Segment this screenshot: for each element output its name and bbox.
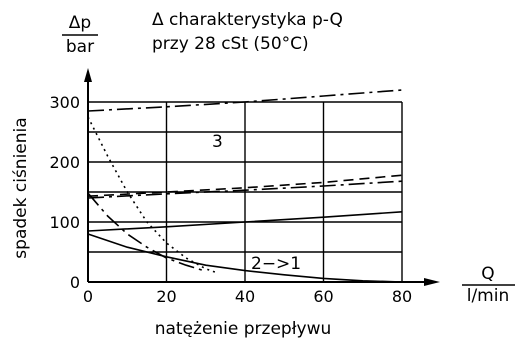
x-tick-label: 60 xyxy=(313,287,333,306)
series-line-5 xyxy=(87,116,218,274)
y-tick-label: 300 xyxy=(49,93,80,112)
series-line-2 xyxy=(87,174,403,197)
y-unit-symbol: Δp xyxy=(69,13,91,33)
annotation-2-1: 2−>1 xyxy=(251,254,301,274)
y-tick-label: 100 xyxy=(49,213,80,232)
series-line-6 xyxy=(87,192,207,272)
x-tick-label: 40 xyxy=(235,287,255,306)
x-axis-label: natężenie przepływu xyxy=(155,319,332,339)
y-axis-arrow xyxy=(84,68,92,82)
x-unit-symbol: Q xyxy=(481,264,494,284)
tick-labels: 0 20 40 60 80 0 100 200 300 xyxy=(49,93,412,306)
x-tick-label: 20 xyxy=(156,287,176,306)
series-line-7 xyxy=(87,233,403,283)
grid xyxy=(87,101,403,283)
y-tick-label: 0 xyxy=(70,273,80,292)
x-tick-label: 80 xyxy=(392,287,412,306)
series-line-3 xyxy=(87,180,403,199)
series-group xyxy=(87,89,403,283)
series-line-4 xyxy=(87,211,403,232)
chart-subtitle: przy 28 cSt (50°C) xyxy=(152,34,309,54)
annotation-3: 3 xyxy=(212,132,223,152)
axes xyxy=(84,68,440,286)
y-axis-label: spadek ciśnienia xyxy=(11,117,31,258)
x-tick-label: 0 xyxy=(83,287,93,306)
x-unit-label: l/min xyxy=(467,286,510,306)
x-axis-arrow xyxy=(424,278,440,286)
y-unit-label: bar xyxy=(66,37,94,57)
chart-title: Δ charakterystyka p-Q xyxy=(152,10,343,30)
series-line-1 xyxy=(87,89,403,112)
y-tick-label: 200 xyxy=(49,153,80,172)
